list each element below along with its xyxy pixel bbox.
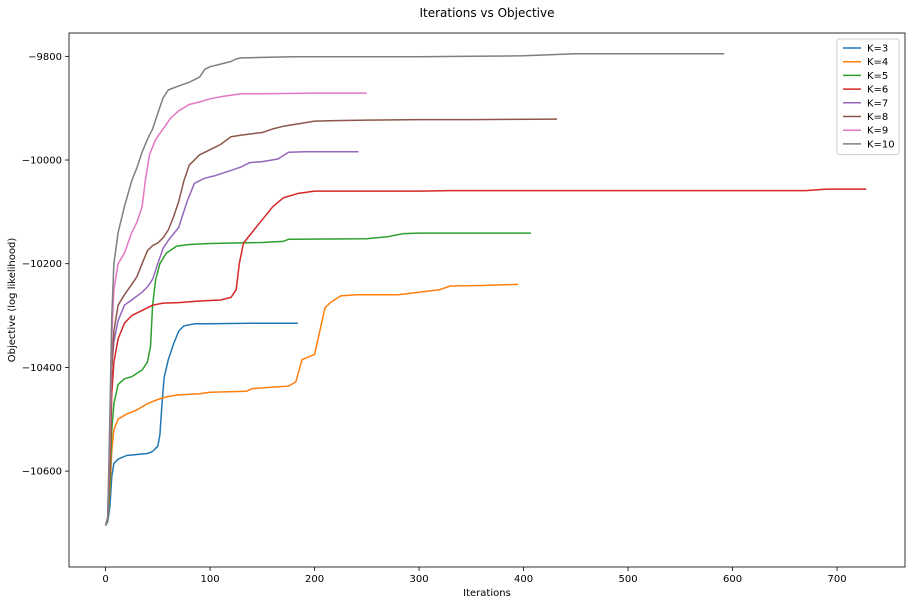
- legend-label: K=7: [867, 98, 888, 109]
- legend-label: K=5: [867, 71, 888, 82]
- legend-label: K=9: [867, 126, 888, 137]
- x-tick-label: 200: [305, 574, 324, 585]
- x-axis-label: Iterations: [463, 588, 511, 599]
- legend-box: [836, 38, 900, 156]
- legend-label: K=10: [867, 139, 895, 150]
- x-tick-label: 600: [723, 574, 742, 585]
- x-axis: 0 100 200 300 400 500 600 700: [102, 567, 847, 585]
- legend-label: K=3: [867, 44, 888, 55]
- x-tick-label: 100: [201, 574, 220, 585]
- series-line-k10: [104, 52, 725, 526]
- y-axis-label: Objective (log likelihood): [7, 238, 18, 363]
- legend-label: K=4: [867, 57, 888, 68]
- plot-area: [104, 52, 867, 526]
- legend-label: K=8: [867, 112, 888, 123]
- y-tick-label: −9800: [28, 52, 62, 63]
- plot-frame: [68, 32, 906, 568]
- x-tick-label: 400: [514, 574, 533, 585]
- legend-label: K=6: [867, 85, 888, 96]
- y-tick-label: −10000: [22, 156, 62, 167]
- series-line-k3: [104, 322, 298, 526]
- x-tick-label: 700: [828, 574, 847, 585]
- x-tick-label: 0: [102, 574, 108, 585]
- series-line-k6: [104, 188, 867, 526]
- y-axis: −10600 −10400 −10200 −10000 −9800: [22, 52, 69, 478]
- y-tick-label: −10200: [22, 259, 62, 270]
- y-tick-label: −10400: [22, 363, 62, 374]
- series-line-k4: [104, 283, 519, 526]
- series-line-k8: [104, 118, 558, 526]
- series-line-k9: [104, 92, 367, 526]
- legend: K=3 K=4 K=5 K=6 K=7 K=8 K=9 K=10: [836, 38, 900, 156]
- chart-title: Iterations vs Objective: [419, 6, 554, 20]
- x-tick-label: 500: [619, 574, 638, 585]
- series-line-k5: [104, 232, 531, 526]
- x-tick-label: 300: [410, 574, 429, 585]
- series-line-k7: [104, 150, 359, 526]
- y-tick-label: −10600: [22, 467, 62, 478]
